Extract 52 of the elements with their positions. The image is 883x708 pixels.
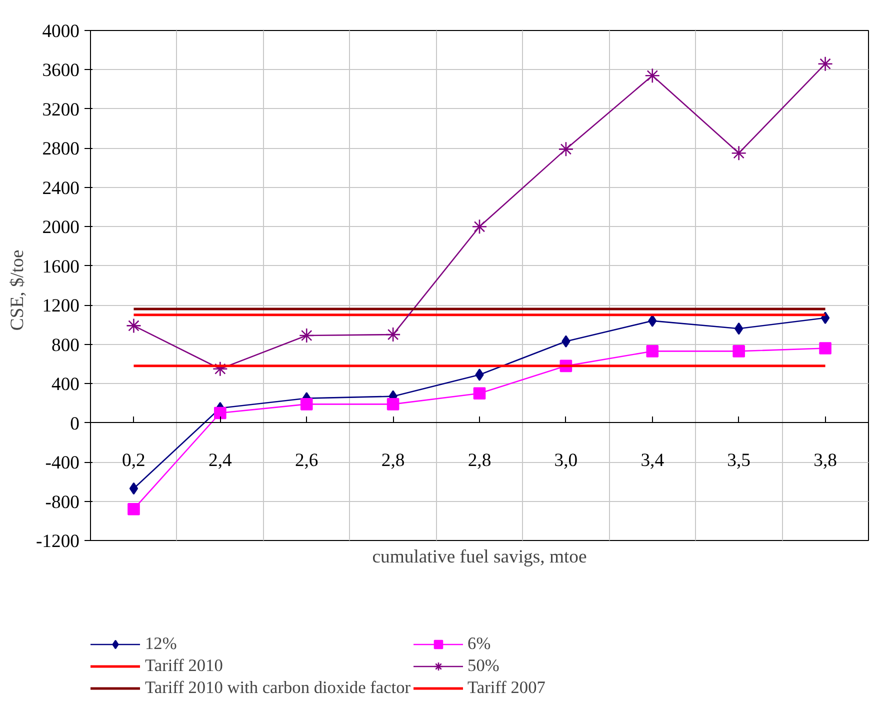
- point: [473, 387, 486, 400]
- y-tick-label: 400: [52, 374, 80, 396]
- y-tick-label: 800: [52, 334, 80, 356]
- legend-label: 6%: [468, 634, 491, 654]
- point: [734, 322, 744, 335]
- y-tick-label: 0: [70, 413, 80, 434]
- y-tick-label: 1200: [42, 296, 80, 317]
- point: [472, 219, 488, 234]
- point: [386, 398, 400, 410]
- legend-label: Tariff 2007: [468, 678, 546, 698]
- y-tick-label: 3200: [42, 99, 80, 120]
- point: [731, 145, 746, 161]
- x-tick-label: 2,8: [468, 450, 492, 471]
- point: [475, 368, 484, 381]
- point: [558, 142, 574, 157]
- point: [644, 68, 660, 84]
- point: [648, 314, 657, 327]
- point: [128, 502, 140, 516]
- y-tick-label: -1200: [36, 531, 80, 552]
- y-tick-label: 2400: [42, 178, 80, 199]
- y-tick-label: 1600: [42, 256, 80, 278]
- point: [300, 398, 313, 410]
- legend-label: 50%: [468, 656, 500, 676]
- x-tick-label: 2,4: [208, 450, 232, 471]
- y-tick-label: 2000: [42, 217, 80, 238]
- y-tick-label: 4000: [42, 21, 80, 42]
- y-tick-label: -400: [45, 452, 80, 474]
- y-tick-label: 3600: [42, 60, 80, 82]
- x-tick-label: 3,0: [554, 450, 578, 471]
- y-tick-label: -800: [45, 492, 80, 513]
- point: [212, 361, 228, 377]
- point: [214, 406, 226, 420]
- point: [298, 328, 314, 344]
- point: [129, 482, 138, 495]
- legend-label: Tariff 2010 with carbon dioxide factor: [145, 678, 411, 698]
- x-tick-label: 2,8: [381, 450, 405, 471]
- legend-label: Tariff 2010: [145, 656, 223, 676]
- x-axis-title: cumulative fuel savigs, mtoe: [372, 546, 587, 568]
- point: [732, 345, 745, 358]
- point: [646, 345, 659, 358]
- x-tick-label: 2,6: [294, 450, 318, 471]
- point: [385, 326, 401, 342]
- y-tick-label: 2800: [42, 138, 80, 160]
- x-tick-label: 3,4: [640, 450, 665, 471]
- legend-label: 12%: [145, 634, 177, 654]
- point: [818, 56, 833, 72]
- x-tick-label: 3,5: [727, 450, 750, 471]
- point: [819, 342, 832, 354]
- x-tick-label: 0,2: [122, 450, 146, 471]
- x-tick-label: 3,8: [814, 450, 837, 471]
- y-axis-title: CSE, $/toe: [6, 250, 28, 331]
- point: [126, 318, 142, 334]
